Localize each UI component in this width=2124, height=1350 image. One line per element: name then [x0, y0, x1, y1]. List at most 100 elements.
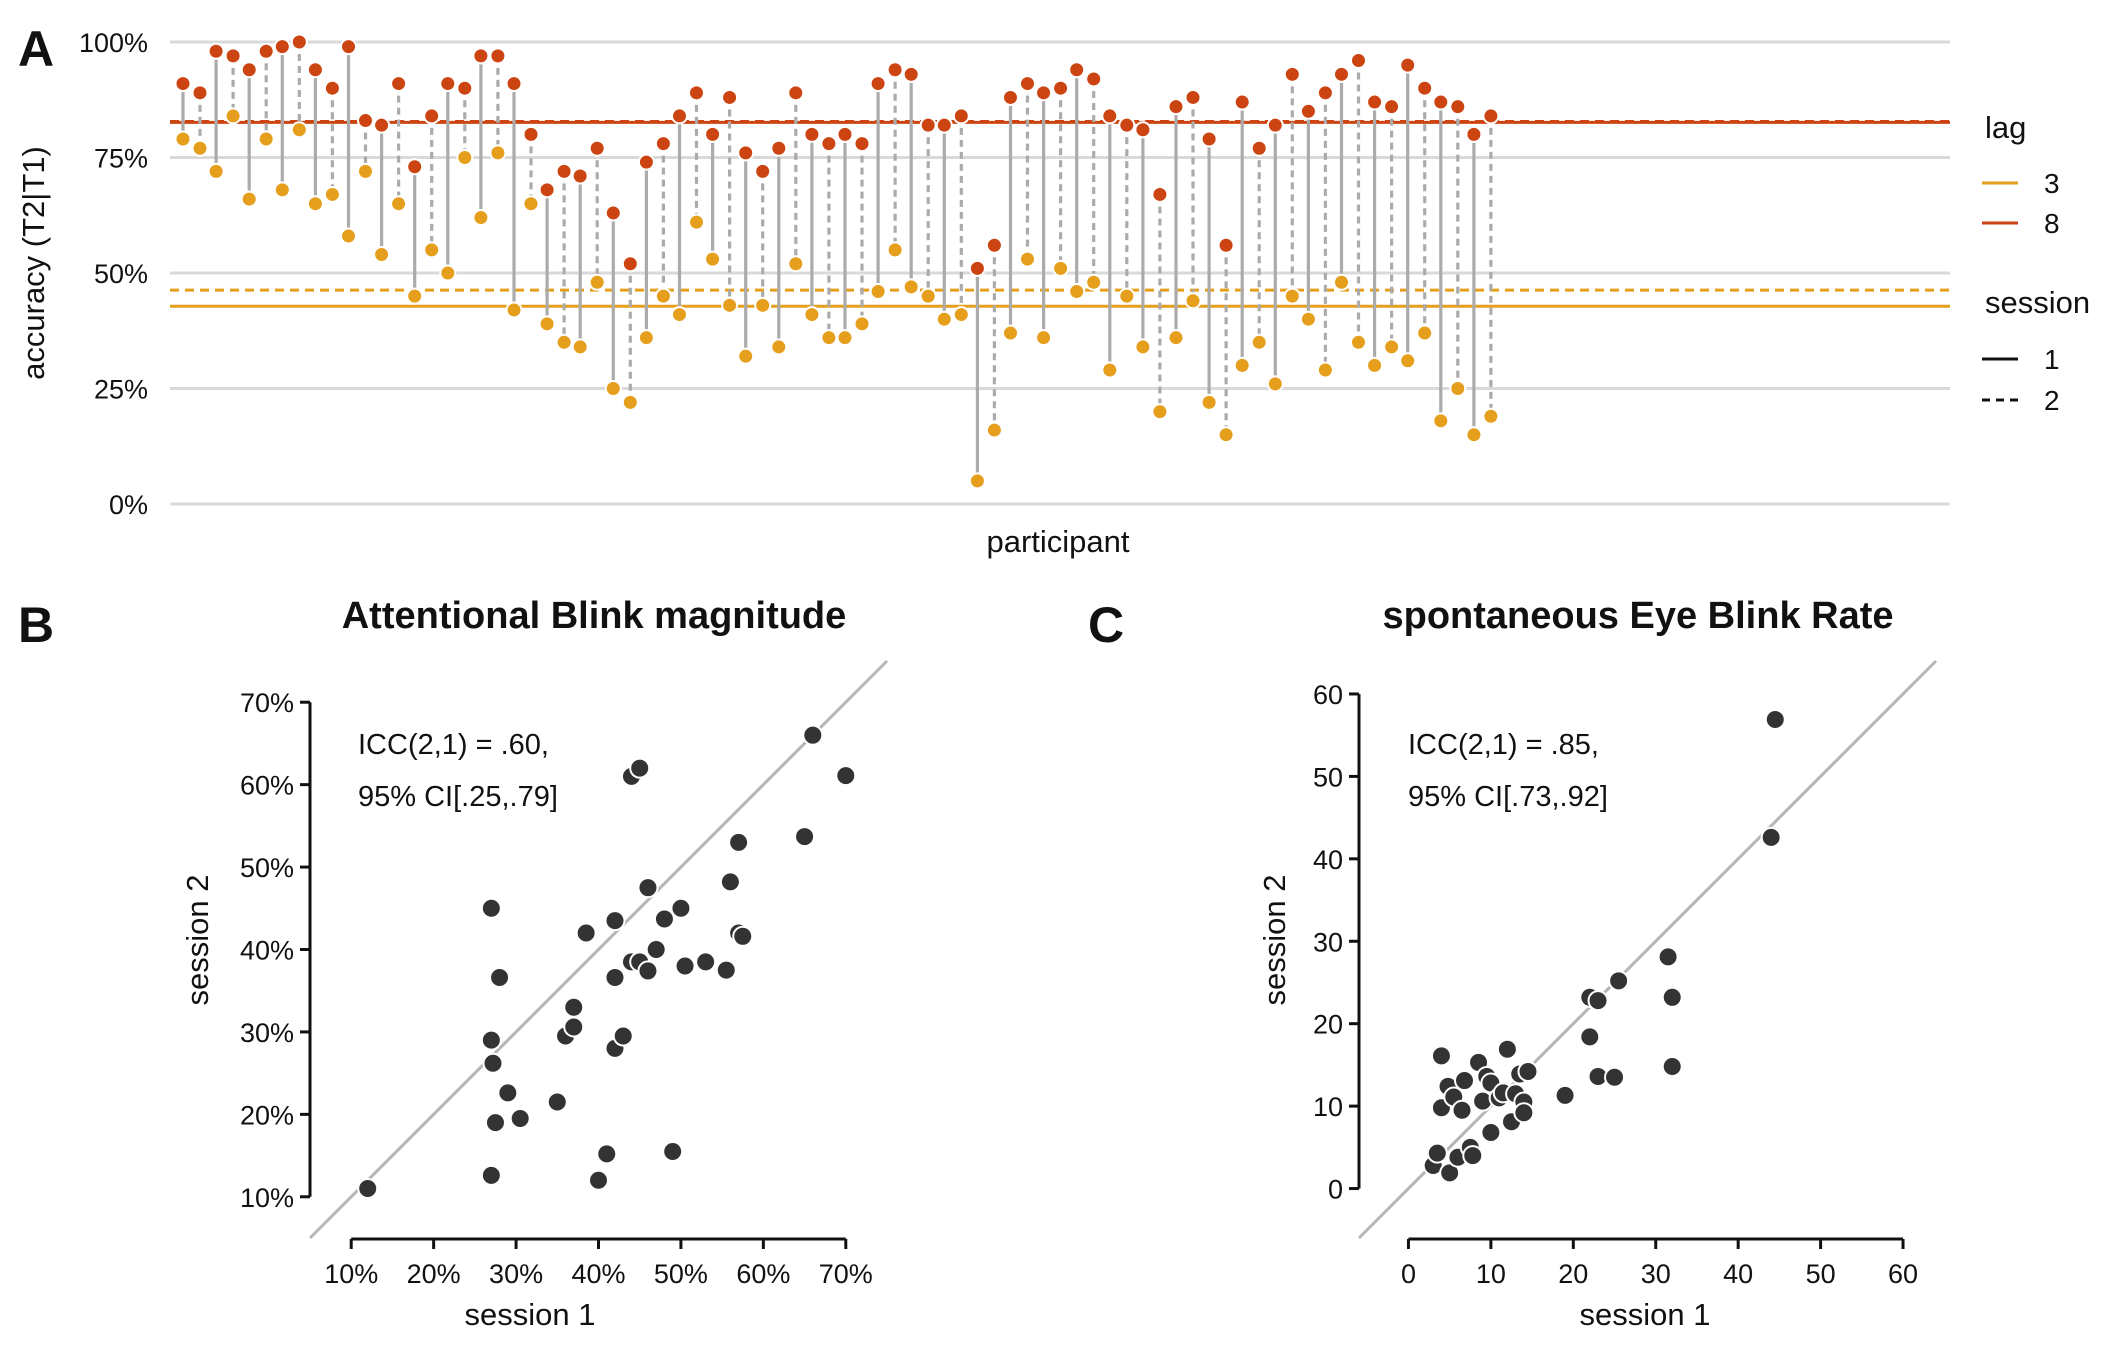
panel-b-x-tick-label-3: 40% [571, 1259, 625, 1289]
point-p13-s2-lag3 [588, 273, 606, 291]
legend-session1-label: 1 [2044, 344, 2060, 375]
panel-b-x-tick-label-4: 50% [654, 1259, 708, 1289]
point-p24-s2-lag3 [952, 306, 970, 324]
point-p5-s2-lag3 [323, 185, 341, 203]
point-p25-s2-lag8 [985, 236, 1003, 254]
point-p31-s2-lag3 [1184, 292, 1202, 310]
point-p32-s2-lag3 [1217, 426, 1235, 444]
legend-lag-title: lag [1985, 110, 2026, 145]
point-p15-s2-lag8 [654, 135, 672, 153]
panel-b-point-18 [604, 967, 626, 989]
point-p12-s2-lag8 [555, 162, 573, 180]
point-p16-s2-lag3 [688, 213, 705, 231]
panel-b-point-40 [835, 765, 857, 787]
point-p17-s2-lag3 [721, 296, 739, 314]
legend-session2-label: 2 [2044, 385, 2060, 416]
y-tick-label-3: 75% [94, 144, 148, 174]
point-p39-s2-lag8 [1449, 98, 1467, 116]
panel-c-point-26 [1517, 1060, 1539, 1082]
panel-b-x-tick-label-5: 60% [736, 1259, 790, 1289]
point-p10-s1-lag8 [472, 47, 490, 65]
panel-b-point-14 [575, 922, 597, 944]
panel-b-point-2 [480, 897, 502, 919]
point-p26-s2-lag8 [1019, 75, 1036, 93]
point-p29-s2-lag8 [1118, 116, 1136, 134]
point-p38-s1-lag3 [1399, 352, 1417, 370]
point-p4-s2-lag3 [290, 121, 308, 139]
point-p25-s1-lag3 [968, 472, 986, 490]
point-p21-s1-lag8 [836, 125, 854, 143]
point-p23-s2-lag3 [919, 287, 937, 305]
panel-b-point-1 [357, 1178, 379, 1200]
point-p4-s1-lag8 [273, 38, 291, 56]
point-p10-s2-lag8 [489, 47, 507, 65]
panel-c-point-17 [1480, 1121, 1502, 1143]
point-p26-s2-lag3 [1019, 250, 1036, 268]
panel-b-y-label: session 2 [180, 875, 215, 1006]
panel-b-point-8 [509, 1107, 531, 1129]
point-p35-s1-lag3 [1299, 310, 1317, 328]
point-p19-s2-lag8 [787, 84, 805, 102]
point-p37-s1-lag8 [1366, 93, 1384, 111]
point-p38-s1-lag8 [1399, 56, 1417, 74]
point-p7-s2-lag8 [390, 75, 408, 93]
point-p22-s1-lag8 [869, 75, 887, 93]
point-p9-s2-lag3 [456, 149, 474, 166]
panel-c-annotation-line1: ICC(2,1) = .85, [1408, 729, 1599, 761]
panel-c-title: spontaneous Eye Blink Rate [1382, 595, 1893, 637]
panel-c-y-tick-label-1: 10 [1313, 1092, 1343, 1122]
panel-letter-a: A [18, 21, 54, 77]
point-p30-s2-lag3 [1151, 403, 1169, 421]
panel-b-y-tick-label-1: 20% [240, 1100, 294, 1130]
point-p21-s2-lag3 [853, 315, 871, 333]
point-p33-s1-lag8 [1233, 93, 1251, 111]
panel-b-point-6 [489, 967, 511, 989]
point-p34-s2-lag3 [1283, 287, 1301, 305]
point-p7-s1-lag8 [373, 116, 391, 134]
panel-b-point-29 [662, 1140, 684, 1162]
panel-letter-b: B [18, 597, 54, 653]
point-p8-s2-lag3 [423, 241, 441, 259]
panel-b-point-37 [732, 925, 754, 947]
legend-lag3-label: 3 [2044, 168, 2060, 199]
panel-a-legend: lag 3 8 session 1 2 [1982, 110, 2090, 416]
panel-c-x-tick-label-2: 20 [1558, 1259, 1588, 1289]
panel-b-point-27 [645, 939, 667, 960]
point-p4-s1-lag3 [273, 181, 291, 199]
point-p2-s2-lag3 [224, 107, 242, 125]
panel-letter-c: C [1088, 597, 1124, 653]
panel-b-y-tick-label-2: 30% [240, 1018, 294, 1048]
point-p11-s1-lag3 [505, 301, 523, 319]
panel-b-point-35 [728, 831, 750, 853]
panel-c-point-37 [1760, 826, 1782, 848]
panel-a-y-ticks: 0% 25% 50% 75% 100% [79, 28, 148, 520]
point-p25-s2-lag3 [985, 421, 1003, 439]
point-p30-s1-lag8 [1134, 121, 1152, 139]
point-p29-s1-lag8 [1101, 107, 1119, 125]
point-p34-s1-lag3 [1266, 375, 1284, 393]
point-p39-s1-lag3 [1432, 412, 1450, 430]
point-p1-s2-lag3 [191, 139, 209, 157]
point-p8-s2-lag8 [423, 107, 441, 125]
point-p38-s2-lag3 [1416, 324, 1434, 342]
panel-b-point-3 [480, 1029, 502, 1051]
point-p33-s1-lag3 [1233, 356, 1251, 374]
point-p24-s1-lag8 [935, 116, 953, 134]
panel-a-x-label: participant [986, 524, 1129, 559]
point-p19-s1-lag3 [770, 338, 788, 356]
panel-c-point-20 [1496, 1038, 1518, 1060]
point-p1-s1-lag3 [174, 130, 192, 148]
point-p9-s2-lag8 [456, 79, 474, 97]
point-p34-s1-lag8 [1266, 116, 1284, 134]
point-p36-s1-lag8 [1333, 65, 1350, 83]
point-p20-s1-lag3 [803, 306, 821, 324]
point-p27-s2-lag8 [1052, 79, 1070, 97]
panel-b-point-10 [546, 1091, 568, 1113]
panel-c-identity-line [1357, 659, 1938, 1240]
panel-b-x-label: session 1 [465, 1297, 596, 1332]
panel-b-y-tick-label-0: 10% [240, 1183, 294, 1213]
point-p40-s1-lag8 [1465, 125, 1483, 143]
point-p11-s2-lag8 [522, 125, 540, 143]
point-p13-s1-lag3 [571, 338, 589, 356]
panel-c-point-36 [1661, 1056, 1683, 1078]
